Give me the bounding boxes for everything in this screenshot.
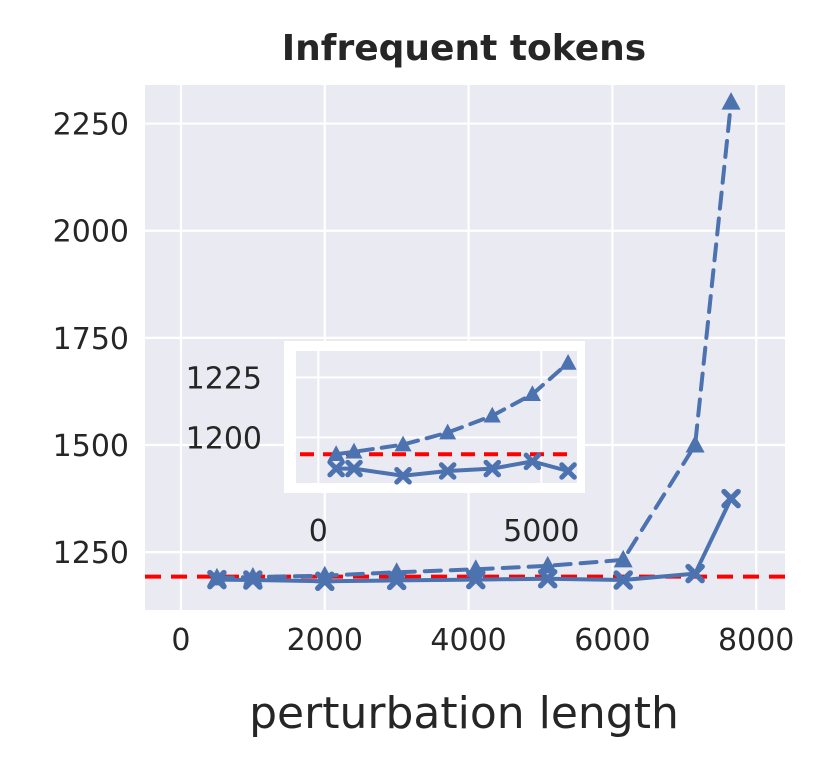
inset-series-2-point: [327, 459, 345, 478]
main-x-tick-label: 8000: [718, 623, 794, 658]
main-series-2-marker-stroke: [243, 570, 263, 590]
inset-y-tick-label: 1225: [186, 361, 262, 396]
main-series-2-point: [386, 570, 407, 591]
inset-series-1-point: [439, 423, 457, 440]
inset-group: 0 5000 1200 1225: [186, 351, 579, 549]
main-series-1-point: [538, 555, 558, 574]
main-series-2-marker-stroke: [721, 488, 741, 509]
inset-series-1-point: [483, 406, 501, 423]
main-series-2-marker-stroke: [537, 568, 558, 589]
main-y-tick-label: 2000: [53, 215, 129, 250]
inset-series-2-point: [345, 459, 363, 478]
inset-series-2-point: [523, 452, 542, 471]
main-series-2-point: [315, 571, 335, 592]
inset-series-2-point: [559, 462, 577, 480]
main-series-2-marker-stroke: [386, 570, 407, 591]
main-y-tick-label: 1750: [53, 322, 129, 357]
inset-series-1-point: [327, 445, 345, 461]
main-y-tick-label: 1500: [53, 429, 129, 464]
main-series-2-point: [721, 488, 741, 509]
inset-series-2-marker-stroke: [345, 459, 363, 478]
main-series-1-point: [685, 435, 705, 453]
chart-title: Infrequent tokens: [282, 28, 646, 69]
inset-series-2-point: [394, 467, 412, 485]
main-y-tick-label: 2250: [53, 108, 129, 143]
main-series-1-point: [613, 549, 633, 568]
x-axis-label: perturbation length: [249, 688, 679, 739]
main-series-2-marker-stroke: [466, 569, 486, 590]
main-x-tick-label: 0: [171, 623, 190, 658]
inset-series-2-point: [483, 459, 502, 478]
main-plot: 0 2000 4000 6000 8000 1250 1500 1750 2000 2250 0 50…: [53, 85, 794, 658]
main-series-2-marker-stroke: [685, 563, 705, 584]
main-x-tick-label: 2000: [287, 623, 363, 658]
main-series-2-point: [685, 563, 705, 584]
main-series-2-marker-stroke: [315, 571, 335, 592]
inset-series-1-point: [559, 354, 577, 370]
inset-series-2-marker-stroke: [394, 467, 412, 485]
main-series-2-point: [613, 570, 633, 590]
main-group: 0 2000 4000 6000 8000 1250 1500 1750 2000 2250: [53, 85, 794, 658]
inset-series-1-point: [523, 385, 541, 401]
inset-series-2-marker-stroke: [483, 459, 502, 478]
inset-series-1-point: [345, 442, 363, 459]
inset-series-2-marker-stroke: [559, 462, 577, 480]
inset-series-2-marker-stroke: [438, 462, 457, 480]
main-series-2-marker-stroke: [613, 570, 633, 590]
main-y-tick-label: 1250: [53, 536, 129, 571]
main-series-2-point: [537, 568, 558, 589]
main-series-2-marker-stroke: [207, 569, 227, 590]
main-series-2-point: [466, 569, 486, 590]
inset-series-2-marker-stroke: [523, 452, 542, 471]
inset-series-2-marker-stroke: [327, 459, 345, 478]
inset-series-1-point: [394, 435, 412, 452]
inset-y-tick-label: 1200: [186, 421, 262, 456]
inset-x-tick-label: 5000: [503, 514, 579, 549]
main-x-tick-label: 6000: [574, 623, 650, 658]
main-series-2-point: [243, 570, 263, 590]
main-x-tick-label: 4000: [430, 623, 506, 658]
main-series-2-point: [207, 569, 227, 590]
main-series-1-point: [721, 92, 741, 110]
inset-x-tick-label: 0: [309, 514, 328, 549]
inset-series-2-point: [438, 462, 457, 480]
